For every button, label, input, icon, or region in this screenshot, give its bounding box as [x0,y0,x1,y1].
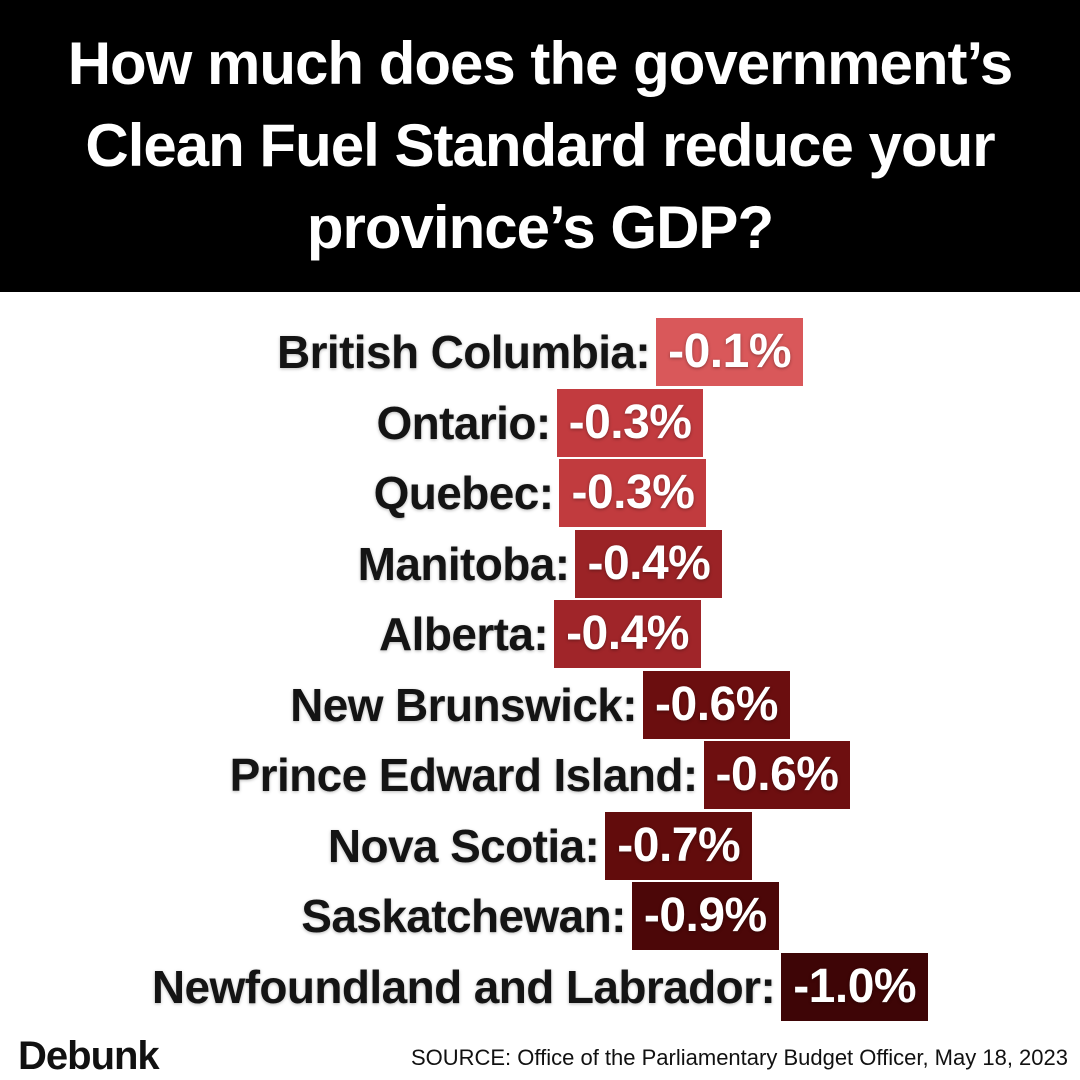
gdp-value-badge: -0.3% [556,388,704,457]
gdp-value-badge: -0.6% [703,741,851,809]
province-label: Ontario: [376,396,552,449]
province-label: Nova Scotia: [327,819,600,872]
province-row: Saskatchewan: -0.9% [301,882,779,950]
province-row: Prince Edward Island: -0.6% [230,741,851,809]
source-credit: SOURCE: Office of the Parliamentary Budg… [410,1045,1068,1070]
gdp-value-badge: -1.0% [781,952,929,1021]
province-row: New Brunswick: -0.6% [290,670,790,739]
province-label: Alberta: [379,608,549,660]
province-row: Newfoundland and Labrador: -1.0% [151,952,929,1021]
province-row: British Columbia: -0.1% [276,318,804,386]
province-label: Manitoba: [357,537,570,590]
gdp-value-badge: -0.6% [643,670,790,739]
gdp-value-badge: -0.7% [605,811,753,880]
province-label: British Columbia: [276,326,651,378]
page-title: How much does the government’s Clean Fue… [67,30,1014,261]
province-row: Quebec: -0.3% [374,459,707,527]
province-row: Nova Scotia: -0.7% [327,811,753,880]
province-label: Newfoundland and Labrador: [151,960,776,1013]
province-row: Alberta: -0.4% [379,600,701,668]
gdp-value-badge: -0.9% [631,882,779,950]
province-row: Manitoba: -0.4% [357,529,723,598]
province-label: Saskatchewan: [301,890,626,942]
gdp-value-badge: -0.4% [575,529,723,598]
gdp-value-badge: -0.1% [656,318,804,386]
title-banner: How much does the government’s Clean Fue… [0,0,1080,292]
gdp-value-badge: -0.4% [554,600,701,668]
debunk-logo: Debunk [18,1034,160,1078]
gdp-value-badge: -0.3% [559,459,707,527]
province-label: Prince Edward Island: [229,749,699,801]
province-row: Ontario: -0.3% [376,388,704,457]
province-label: Quebec: [373,467,554,519]
province-label: New Brunswick: [290,678,638,731]
